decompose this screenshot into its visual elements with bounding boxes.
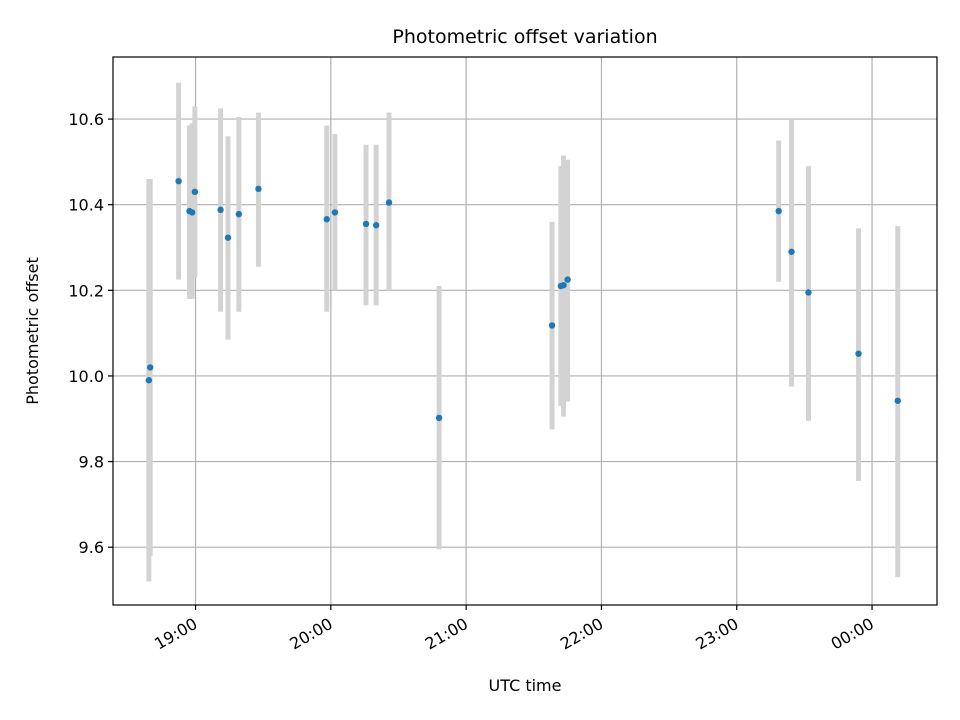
- data-point: [385, 199, 393, 206]
- y-axis-ticks: 9.6 9.8 10.0 10.2 10.4 10.6: [68, 110, 113, 557]
- data-point: [217, 206, 224, 214]
- y-tick-label: 9.6: [79, 538, 104, 557]
- data-point: [191, 188, 199, 196]
- data-point: [175, 177, 182, 185]
- y-tick-label: 10.2: [68, 281, 104, 300]
- y-tick-label: 10.6: [68, 110, 104, 129]
- data-point: [564, 276, 571, 283]
- data-point: [323, 216, 330, 223]
- data-point: [805, 289, 812, 296]
- data-point: [855, 350, 862, 357]
- data-point: [372, 222, 380, 229]
- data-point: [145, 377, 153, 384]
- data-point: [894, 397, 901, 404]
- y-axis-label: Photometric offset: [23, 257, 42, 405]
- data-point: [560, 281, 567, 289]
- y-tick-label: 10.4: [68, 196, 104, 215]
- data-point: [235, 210, 243, 218]
- data-point: [548, 322, 556, 329]
- data-points: [145, 177, 901, 422]
- chart-title: Photometric offset variation: [392, 26, 657, 48]
- data-point: [255, 185, 262, 193]
- data-point: [775, 207, 782, 215]
- x-axis-label: UTC time: [489, 676, 562, 695]
- data-point: [224, 234, 232, 241]
- data-point: [188, 209, 196, 216]
- data-point: [147, 364, 154, 371]
- y-tick-label: 9.8: [79, 453, 104, 472]
- plot-frame: [112, 56, 938, 606]
- y-tick-label: 10.0: [68, 367, 104, 386]
- data-point: [362, 220, 370, 228]
- grid: [113, 57, 937, 605]
- data-point: [435, 414, 443, 422]
- data-point: [788, 248, 795, 255]
- data-point: [331, 209, 339, 216]
